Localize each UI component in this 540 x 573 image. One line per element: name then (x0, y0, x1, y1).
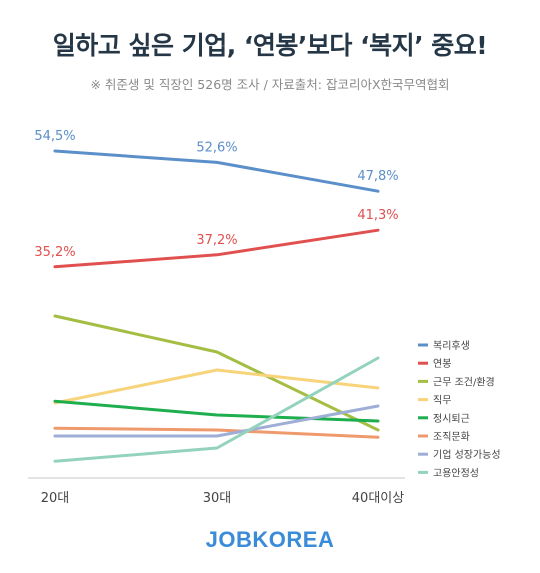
legend-label: 연봉 (433, 358, 451, 370)
data-label: 41,3% (357, 208, 398, 223)
data-label: 54,5% (34, 129, 75, 144)
legend-label: 복리후생 (433, 340, 470, 352)
legend-label: 직무 (433, 395, 451, 407)
series-line-4 (53, 399, 380, 423)
legend-label: 근무 조건/환경 (433, 375, 495, 388)
chart-title: 일하고 싶은 기업, ‘연봉’보다 ‘복지’ 중요! (52, 31, 488, 60)
x-tick-label: 20대 (41, 491, 70, 506)
jobkorea-logo: JOBKOREA (205, 527, 335, 552)
series-line-5 (53, 426, 380, 439)
chart-subtitle: ※ 취준생 및 직장인 526명 조사 / 자료출처: 잡코리아X한국무역협회 (90, 77, 450, 92)
data-label: 35,2% (34, 245, 75, 260)
data-label: 37,2% (196, 233, 237, 248)
series-line-0 (53, 149, 380, 193)
data-label: 47,8% (357, 169, 398, 184)
series-line-1 (53, 228, 380, 269)
series-line-6 (53, 404, 380, 438)
series-line-7 (53, 356, 380, 463)
x-tick-label: 30대 (203, 491, 232, 506)
legend-label: 조직문화 (433, 431, 470, 443)
series-line-2 (53, 314, 380, 432)
legend-label: 고용안정성 (433, 467, 479, 479)
data-label: 52,6% (196, 140, 237, 155)
legend-label: 기업 성장가능성 (433, 448, 501, 461)
legend-label: 정시퇴근 (433, 413, 470, 425)
series-line-3 (53, 368, 380, 405)
x-tick-label: 40대이상 (352, 491, 404, 506)
